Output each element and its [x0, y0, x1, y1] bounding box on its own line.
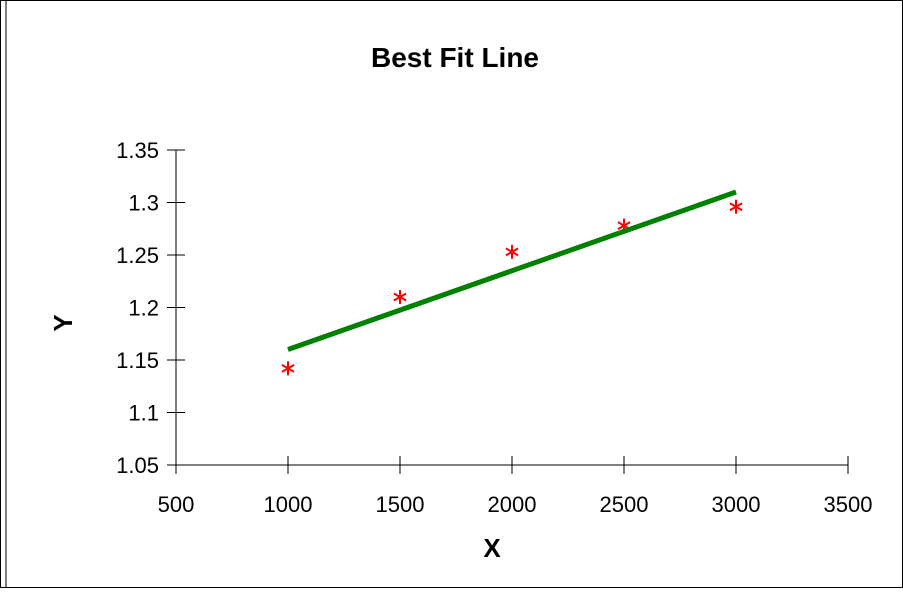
x-ticks: 500 1000 1500 2000 2500 3000 3500: [158, 456, 873, 517]
y-tick-label: 1.1: [128, 401, 159, 426]
y-tick-label: 1.15: [116, 348, 159, 373]
y-tick-label: 1.05: [116, 453, 159, 478]
x-tick-label: 2000: [488, 492, 537, 517]
x-tick-label: 3000: [712, 492, 761, 517]
series-layer: [281, 189, 743, 376]
chart-title: Best Fit Line: [371, 42, 539, 73]
x-tick-label: 500: [158, 492, 195, 517]
x-tick-label: 1000: [264, 492, 313, 517]
y-tick-label: 1.3: [128, 191, 159, 216]
y-ticks: 1.05 1.1 1.15 1.2 1.25 1.3 1.35: [116, 138, 185, 478]
y-tick-label: 1.25: [116, 243, 159, 268]
data-point: [281, 361, 295, 376]
x-axis-label: X: [483, 533, 501, 563]
x-tick-label: 2500: [600, 492, 649, 517]
x-tick-label: 3500: [824, 492, 873, 517]
x-tick-label: 1500: [376, 492, 425, 517]
best-fit-line: [287, 189, 737, 352]
y-axis-label: Y: [48, 314, 78, 331]
y-tick-label: 1.2: [128, 296, 159, 321]
data-point: [505, 244, 519, 259]
data-point: [393, 290, 407, 304]
data-point: [729, 199, 743, 214]
y-tick-label: 1.35: [116, 138, 159, 163]
